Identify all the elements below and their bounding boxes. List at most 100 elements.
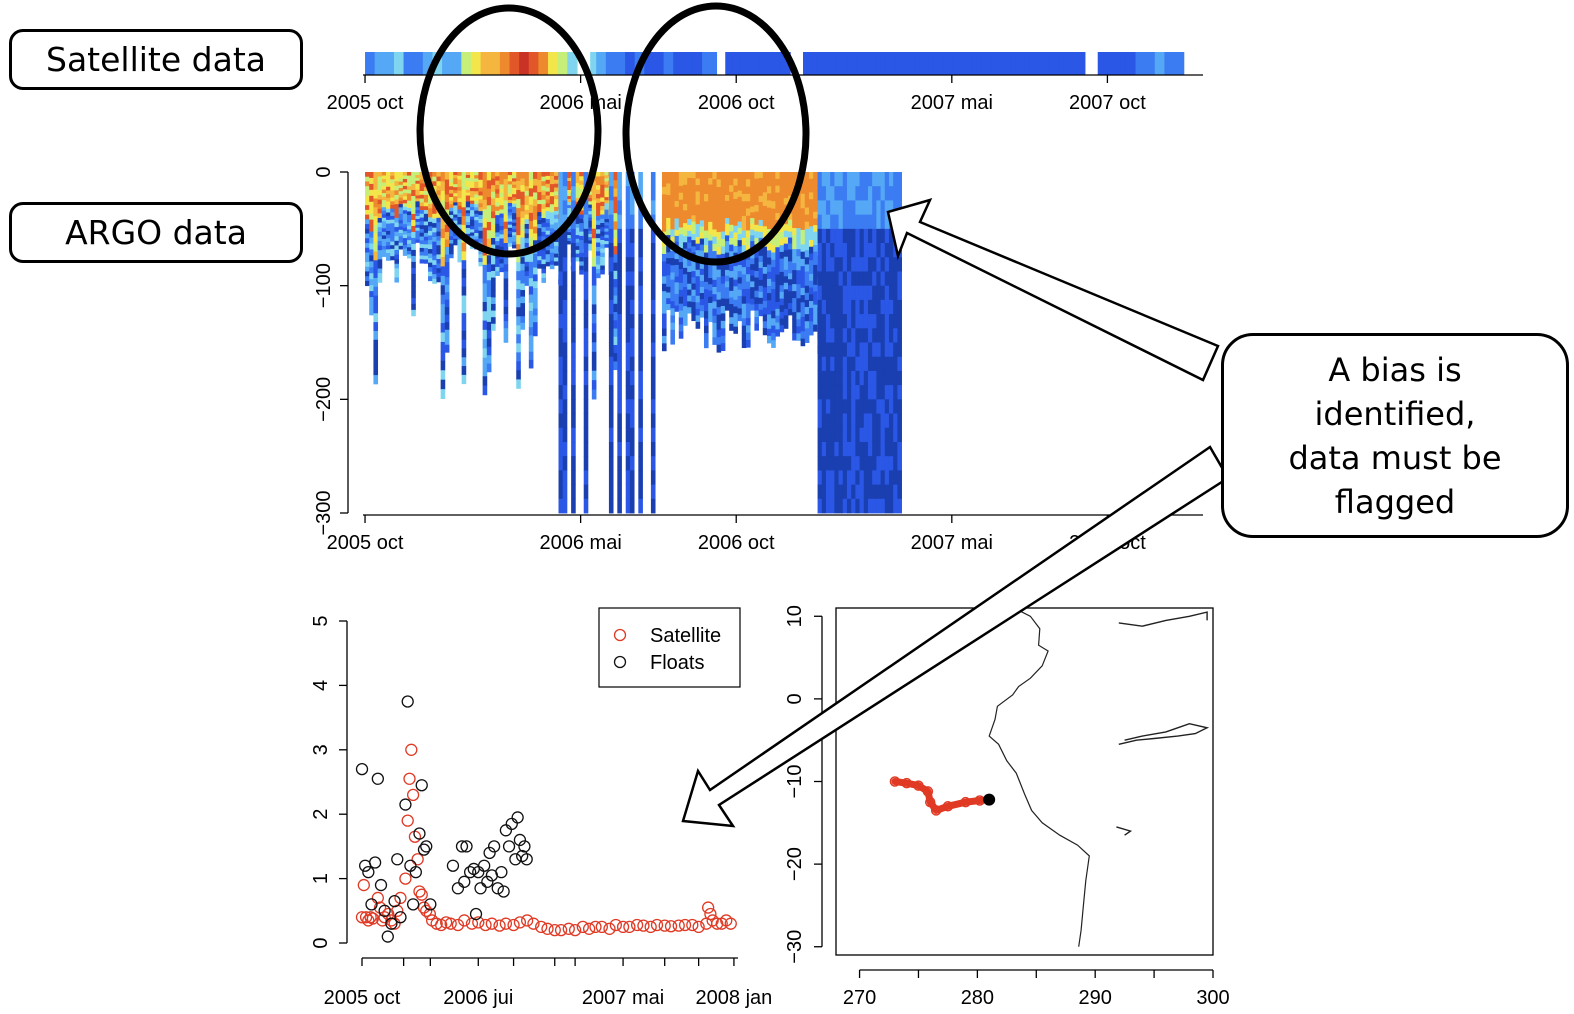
argo-profile-cell	[888, 470, 894, 485]
argo-profile-cell	[453, 202, 458, 206]
argo-profile-cell	[390, 175, 395, 180]
argo-profile-cell	[893, 257, 898, 272]
argo-profile-cell	[682, 293, 688, 301]
argo-profile-cell	[762, 307, 768, 315]
argo-profile-cell	[499, 188, 505, 194]
rmse-x-tick-label: 2008 jan	[696, 987, 773, 1009]
argo-profile-cell	[604, 209, 610, 214]
floats-point	[518, 840, 531, 853]
argo-profile-cell	[724, 281, 730, 288]
argo-profile-cell	[604, 193, 610, 198]
satellite-point	[562, 922, 575, 935]
argo-profile-cell	[436, 181, 442, 187]
argo-profile-cell	[674, 172, 680, 179]
argo-profile-cell	[792, 256, 797, 264]
argo-profile-cell	[373, 330, 379, 341]
argo-profile-cell	[821, 271, 827, 287]
argo-profile-cell	[695, 321, 701, 329]
argo-profile-cell	[804, 250, 810, 258]
argo-profile-cell	[549, 188, 555, 193]
argo-profile-cell	[808, 260, 814, 268]
argo-profile-cell	[587, 198, 593, 202]
argo-profile-cell	[533, 329, 538, 337]
argo-profile-cell	[783, 295, 789, 303]
argo-profile-cell	[381, 193, 387, 198]
argo-profile-cell	[880, 498, 886, 514]
argo-profile-cell	[783, 276, 789, 284]
argo-profile-cell	[855, 228, 860, 244]
argo-profile-cell	[741, 340, 747, 349]
argo-profile-cell	[817, 257, 823, 272]
argo-profile-cell	[591, 228, 597, 239]
argo-profile-cell	[884, 385, 890, 400]
argo-profile-cell	[808, 328, 814, 336]
argo-profile-cell	[520, 178, 526, 186]
argo-profile-cell	[758, 303, 764, 311]
argo-profile-cell	[394, 227, 400, 233]
argo-profile-cell	[377, 181, 383, 187]
argo-profile-cell	[457, 205, 463, 210]
argo-profile-cell	[834, 271, 839, 287]
argo-profile-cell	[415, 183, 421, 188]
argo-profile-cell	[482, 181, 488, 191]
argo-profile-cell	[453, 241, 458, 246]
argo-profile-cell	[386, 179, 391, 184]
argo-profile-cell	[474, 188, 479, 192]
argo-profile-cell	[800, 244, 806, 253]
argo-profile-cell	[579, 235, 584, 241]
argo-profile-cell	[373, 322, 379, 332]
argo-profile-cell	[402, 210, 408, 215]
argo-profile-cell	[533, 260, 538, 268]
arrow-to-scatter	[681, 445, 1230, 828]
argo-profile-cell	[691, 295, 696, 303]
argo-profile-cell	[741, 259, 747, 268]
floats-point	[381, 930, 394, 943]
argo-profile-cell	[867, 370, 873, 386]
argo-profile-cell	[373, 295, 379, 305]
argo-profile-cell	[842, 271, 848, 287]
argo-profile-cell	[800, 200, 806, 209]
argo-profile-cell	[855, 200, 860, 216]
argo-profile-cell	[612, 270, 618, 280]
argo-profile-cell	[377, 268, 383, 274]
argo-profile-cell	[537, 260, 542, 265]
argo-profile-cell	[440, 190, 446, 201]
argo-profile-cell	[407, 211, 412, 216]
rmse-y-tick-label: 1	[310, 873, 332, 884]
argo-profile-cell	[617, 172, 622, 187]
argo-profile-cell	[440, 304, 446, 315]
argo-profile-cell	[813, 238, 818, 246]
argo-profile-cell	[554, 218, 559, 223]
argo-profile-cell	[787, 273, 793, 280]
argo-profile-cell	[365, 238, 370, 244]
argo-profile-cell	[766, 200, 772, 209]
argo-profile-cell	[440, 313, 446, 324]
argo-profile-cell	[587, 201, 593, 205]
argo-profile-cell	[775, 308, 780, 317]
argo-profile-cell	[415, 213, 421, 217]
argo-profile-cell	[604, 178, 610, 182]
argo-profile-cell	[745, 245, 751, 253]
argo-profile-cell	[884, 356, 890, 372]
argo-profile-cell	[720, 253, 726, 262]
argo-profile-cell	[419, 251, 425, 256]
argo-profile-cell	[699, 268, 705, 276]
argo-profile-cell	[470, 187, 475, 192]
argo-profile-cell	[428, 249, 433, 254]
argo-profile-cell	[758, 285, 764, 293]
argo-profile-cell	[830, 441, 835, 457]
argo-profile-cell	[596, 207, 601, 213]
argo-profile-cell	[720, 194, 726, 203]
argo-profile-cell	[695, 282, 701, 290]
argo-profile-cell	[390, 204, 395, 210]
argo-profile-cell	[708, 178, 713, 185]
argo-profile-cell	[846, 456, 852, 471]
argo-profile-cell	[682, 312, 688, 320]
argo-profile-cell	[558, 299, 564, 315]
argo-profile-cell	[583, 200, 589, 216]
argo-profile-cell	[612, 204, 618, 214]
argo-profile-cell	[754, 218, 759, 226]
argo-profile-cell	[787, 243, 793, 250]
argo-profile-cell	[817, 342, 823, 358]
argo-profile-cell	[545, 191, 551, 196]
